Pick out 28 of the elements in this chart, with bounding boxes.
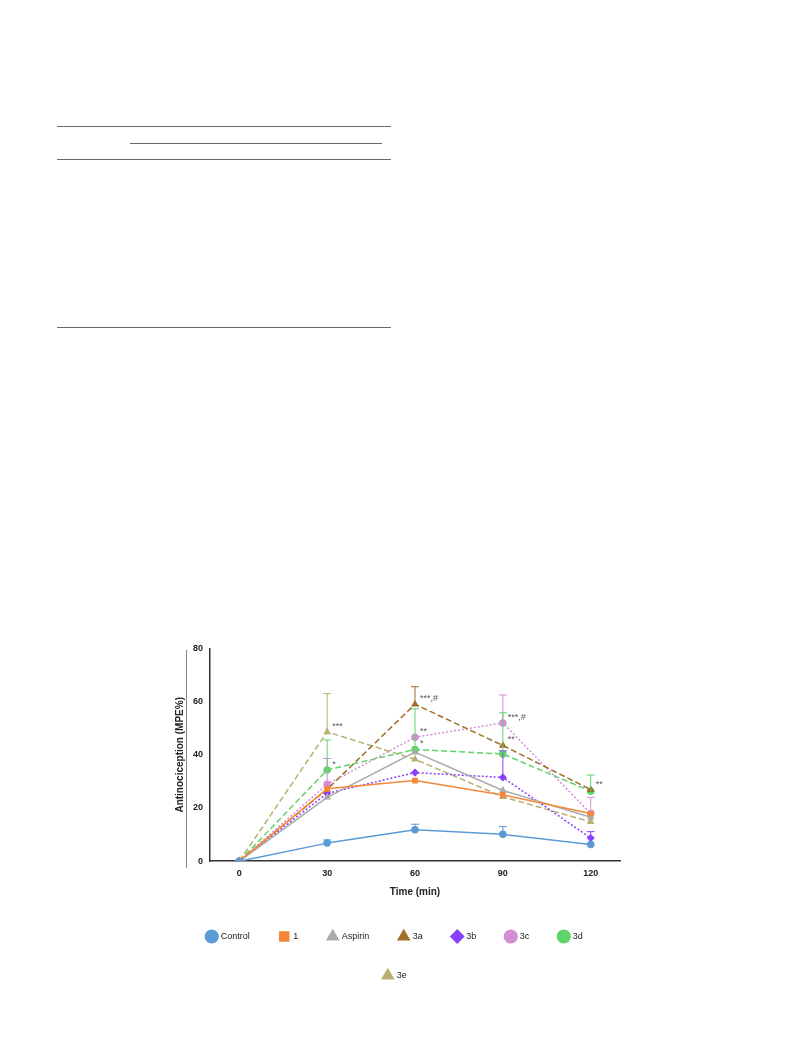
legend-label: Control: [220, 930, 250, 941]
x-tick-label: 60: [410, 868, 421, 879]
x-tick-label: 120: [583, 868, 599, 879]
y-tick-label: 20: [193, 802, 204, 813]
annotation: *: [332, 758, 337, 769]
annotation: ***,#: [420, 693, 439, 704]
y-tick-label: 0: [198, 855, 204, 866]
annotation: *: [420, 738, 425, 749]
y-tick-label: 60: [193, 696, 204, 707]
annotation: ***,#: [507, 711, 526, 722]
legend-label: 3b: [466, 930, 477, 941]
y-axis-title: Antinociception (MPE%): [173, 697, 185, 813]
x-tick-label: 30: [322, 868, 333, 879]
annotation: **: [420, 726, 428, 737]
legend-label: 1: [293, 930, 299, 941]
legend-label: 3d: [572, 930, 583, 941]
y-tick-label: 80: [193, 642, 204, 653]
x-tick-label: 0: [236, 868, 242, 879]
x-tick-label: 90: [497, 868, 508, 879]
y-tick-label: 40: [193, 749, 204, 760]
annotation: ***: [332, 720, 344, 731]
x-axis-title: Time (min): [389, 885, 441, 897]
annotation: **: [595, 778, 604, 789]
legend-label: 3e: [396, 969, 407, 980]
legend-label: 3c: [519, 930, 530, 941]
annotation: **: [507, 734, 516, 745]
legend-label: Aspirin: [341, 930, 370, 941]
legend-label: 3a: [412, 930, 423, 941]
